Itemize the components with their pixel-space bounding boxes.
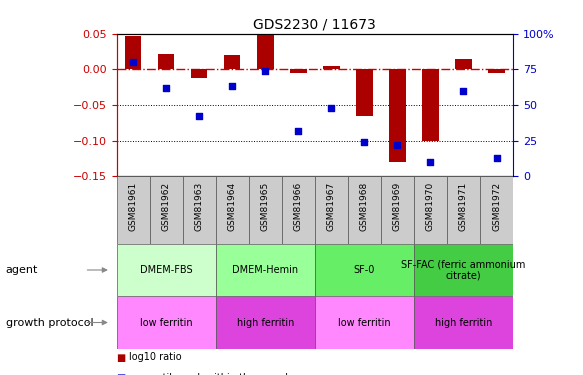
- Bar: [348, 176, 381, 244]
- Text: percentile rank within the sample: percentile rank within the sample: [129, 373, 294, 375]
- Text: low ferritin: low ferritin: [140, 318, 192, 327]
- Point: [360, 139, 369, 145]
- Text: GSM81972: GSM81972: [492, 182, 501, 231]
- Text: GSM81970: GSM81970: [426, 182, 435, 231]
- Bar: [414, 296, 513, 349]
- Bar: [488, 69, 505, 73]
- Point: [195, 113, 204, 119]
- Bar: [480, 176, 513, 244]
- Bar: [315, 176, 348, 244]
- Text: DMEM-Hemin: DMEM-Hemin: [232, 265, 298, 275]
- Text: ■: ■: [117, 373, 126, 375]
- Text: GSM81971: GSM81971: [459, 182, 468, 231]
- Bar: [249, 176, 282, 244]
- Point: [459, 88, 468, 94]
- Point: [227, 84, 237, 90]
- Bar: [315, 244, 414, 296]
- Point: [492, 155, 501, 161]
- Text: ■: ■: [117, 352, 126, 363]
- Bar: [216, 244, 315, 296]
- Bar: [422, 69, 438, 141]
- Point: [326, 105, 336, 111]
- Bar: [150, 176, 182, 244]
- Bar: [290, 69, 307, 73]
- Text: GSM81968: GSM81968: [360, 182, 369, 231]
- Text: GSM81962: GSM81962: [161, 182, 171, 231]
- Bar: [191, 69, 208, 78]
- Text: SF-FAC (ferric ammonium
citrate): SF-FAC (ferric ammonium citrate): [401, 259, 526, 281]
- Text: GSM81965: GSM81965: [261, 182, 270, 231]
- Text: GSM81961: GSM81961: [129, 182, 138, 231]
- Bar: [315, 296, 414, 349]
- Bar: [216, 176, 249, 244]
- Bar: [182, 176, 216, 244]
- Point: [161, 85, 171, 91]
- Bar: [323, 66, 339, 69]
- Bar: [158, 54, 174, 69]
- Bar: [125, 36, 141, 69]
- Point: [393, 142, 402, 148]
- Bar: [117, 296, 216, 349]
- Bar: [117, 244, 216, 296]
- Bar: [389, 69, 406, 162]
- Text: growth protocol: growth protocol: [6, 318, 93, 327]
- Bar: [414, 176, 447, 244]
- Text: high ferritin: high ferritin: [237, 318, 294, 327]
- Bar: [224, 55, 241, 69]
- Text: agent: agent: [6, 265, 38, 275]
- Bar: [356, 69, 373, 116]
- Bar: [282, 176, 315, 244]
- Bar: [414, 244, 513, 296]
- Text: GSM81967: GSM81967: [327, 182, 336, 231]
- Text: GSM81964: GSM81964: [228, 182, 237, 231]
- Text: GSM81969: GSM81969: [393, 182, 402, 231]
- Text: DMEM-FBS: DMEM-FBS: [140, 265, 192, 275]
- Bar: [216, 296, 315, 349]
- Text: GDS2230 / 11673: GDS2230 / 11673: [254, 18, 376, 32]
- Point: [294, 128, 303, 134]
- Point: [128, 59, 138, 65]
- Point: [426, 159, 435, 165]
- Text: high ferritin: high ferritin: [435, 318, 492, 327]
- Text: low ferritin: low ferritin: [338, 318, 391, 327]
- Bar: [117, 176, 150, 244]
- Bar: [455, 59, 472, 69]
- Bar: [381, 176, 414, 244]
- Bar: [447, 176, 480, 244]
- Bar: [257, 34, 273, 69]
- Text: log10 ratio: log10 ratio: [129, 352, 182, 363]
- Point: [261, 68, 270, 74]
- Text: GSM81963: GSM81963: [195, 182, 203, 231]
- Text: GSM81966: GSM81966: [294, 182, 303, 231]
- Text: SF-0: SF-0: [354, 265, 375, 275]
